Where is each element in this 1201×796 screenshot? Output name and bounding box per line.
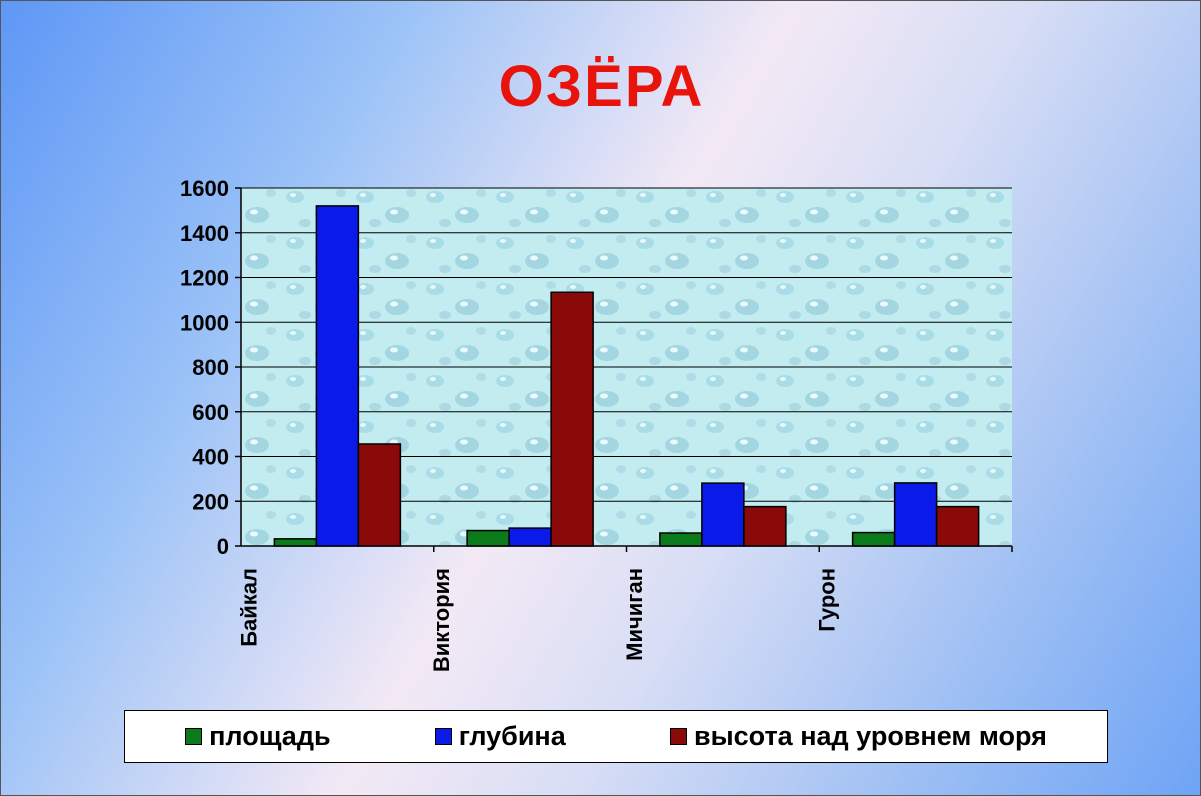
bar-altitude-2 (743, 505, 787, 547)
y-tick-label: 1400 (180, 221, 229, 246)
bar-area-0 (273, 538, 318, 547)
y-tick-label: 200 (192, 489, 229, 514)
chart-legend: площадь глубина высота над уровнем моря (124, 710, 1108, 763)
slide-title: ОЗЁРА (498, 54, 705, 119)
x-tick-label: Виктория (429, 568, 454, 672)
legend-label-depth: глубина (458, 721, 566, 751)
y-tick-label: 1000 (180, 310, 229, 335)
y-tick-label: 1600 (180, 176, 229, 201)
y-tick-label: 400 (192, 445, 229, 470)
bar-area-2 (659, 532, 703, 547)
x-tick-label: Мичиган (622, 568, 647, 661)
legend-item-depth: глубина (434, 721, 566, 752)
bar-area-1 (466, 529, 510, 547)
y-tick-label: 800 (192, 355, 229, 380)
legend-label-altitude: высота над уровнем моря (693, 721, 1047, 751)
bar-depth-1 (508, 527, 552, 547)
bar-altitude-1 (550, 291, 594, 547)
y-tick-label: 0 (217, 534, 229, 559)
bar-altitude-3 (935, 505, 980, 547)
bar-depth-2 (701, 482, 745, 547)
bar-altitude-0 (357, 443, 402, 547)
legend-label-area: площадь (209, 721, 331, 751)
bar-depth-0 (315, 205, 360, 547)
x-tick-label: Гурон (815, 568, 840, 632)
bar-area-3 (851, 531, 896, 547)
y-tick-label: 600 (192, 400, 229, 425)
legend-swatch-area (185, 728, 203, 745)
legend-swatch-depth (434, 728, 452, 745)
x-tick-label: Байкал (236, 568, 261, 647)
y-tick-label: 1200 (180, 266, 229, 291)
legend-item-altitude: высота над уровнем моря (669, 721, 1047, 752)
legend-item-area: площадь (185, 721, 331, 752)
legend-swatch-altitude (669, 728, 687, 745)
bar-depth-3 (893, 482, 938, 547)
